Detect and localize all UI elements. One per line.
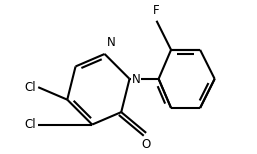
- Text: Cl: Cl: [24, 81, 36, 94]
- Text: F: F: [153, 4, 160, 17]
- Text: N: N: [132, 73, 140, 86]
- Text: Cl: Cl: [24, 118, 36, 131]
- Text: N: N: [107, 36, 115, 49]
- Text: O: O: [142, 138, 151, 151]
